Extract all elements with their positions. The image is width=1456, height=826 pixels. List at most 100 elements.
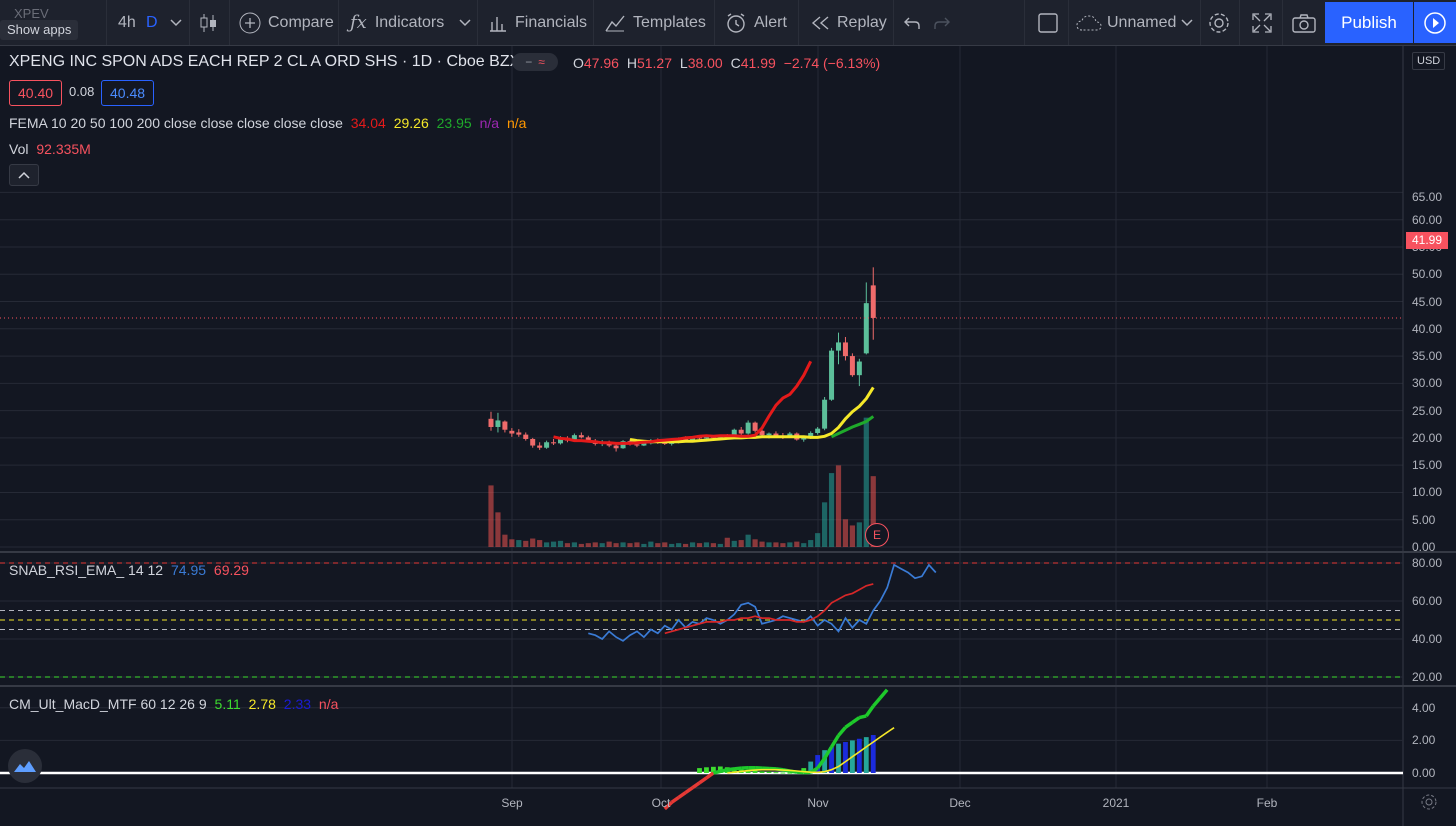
candle-body xyxy=(523,434,529,439)
symbol-search[interactable]: XPEV xyxy=(14,6,49,21)
macd-value-2: 2.78 xyxy=(248,696,276,712)
volume-bar xyxy=(808,540,814,547)
function-icon: ƒx xyxy=(350,12,367,33)
macd-value-1: 5.11 xyxy=(214,696,241,712)
play-icon[interactable] xyxy=(1414,2,1456,43)
fema-value-4: n/a xyxy=(479,115,500,131)
macd-histogram-bar xyxy=(711,766,716,773)
chart-canvas[interactable] xyxy=(0,46,1456,826)
toolbar-divider xyxy=(1024,0,1025,45)
volume-bar xyxy=(794,541,800,547)
time-axis-label: 2021 xyxy=(1102,796,1130,810)
tradingview-logo-icon[interactable] xyxy=(8,749,42,783)
indicators-button[interactable]: ƒx Indicators xyxy=(350,0,444,45)
plot-background xyxy=(0,46,1403,788)
price-axis-label: 35.00 xyxy=(1412,349,1443,364)
replay-button[interactable]: Replay xyxy=(810,0,887,45)
volume-bar xyxy=(516,540,522,547)
macd-value-3: 2.33 xyxy=(283,696,312,712)
open-value: 47.96 xyxy=(583,55,619,71)
macd-histogram-bar xyxy=(808,761,814,773)
volume-bar xyxy=(842,519,849,547)
interval-4h-button[interactable]: 4h xyxy=(118,13,136,31)
buy-price-button[interactable]: 40.48 xyxy=(101,80,155,106)
current-price-label: 41.99 xyxy=(1406,232,1448,249)
financials-label: Financials xyxy=(515,13,588,31)
layout-dropdown-chevron-icon[interactable] xyxy=(1181,0,1193,45)
macd-line-segment xyxy=(837,726,847,737)
volume-bar xyxy=(717,543,723,547)
toolbar-divider xyxy=(798,0,799,45)
fema-value-3: 23.95 xyxy=(436,115,472,131)
price-axis-label: 0.00 xyxy=(1412,540,1436,554)
volume-bar xyxy=(495,512,501,547)
volume-bar xyxy=(724,537,730,547)
redo-icon[interactable] xyxy=(933,0,951,45)
macd-line-segment xyxy=(719,768,728,774)
candle-body xyxy=(836,342,841,351)
candle-body xyxy=(544,442,550,448)
replay-label: Replay xyxy=(837,13,887,31)
compare-button[interactable]: Compare xyxy=(239,0,334,45)
volume-bar xyxy=(696,543,703,547)
volume-bar xyxy=(870,476,876,547)
currency-label[interactable]: USD xyxy=(1412,52,1446,70)
publish-button[interactable]: Publish xyxy=(1325,2,1413,43)
time-axis-label: Oct xyxy=(651,796,671,810)
volume-legend[interactable]: Vol 92.335M xyxy=(9,141,95,157)
low-value: 38.00 xyxy=(687,55,723,71)
volume-bar xyxy=(509,539,515,547)
macd-legend[interactable]: CM_Ult_MacD_MTF 60 12 26 9 5.11 2.78 2.3… xyxy=(9,696,342,712)
templates-button[interactable]: Templates xyxy=(604,0,706,45)
candle-body xyxy=(502,421,508,430)
candle-body xyxy=(703,436,709,439)
macd-line-segment xyxy=(734,766,742,771)
candle-body xyxy=(752,422,758,431)
fullscreen-square-icon[interactable] xyxy=(1038,0,1058,45)
cloud-icon xyxy=(1076,14,1102,30)
interval-d-button[interactable]: D xyxy=(146,13,158,31)
fema-label: FEMA 10 20 50 100 200 close close close … xyxy=(9,115,343,131)
fema-legend[interactable]: FEMA 10 20 50 100 200 close close close … xyxy=(9,115,530,131)
volume-bar xyxy=(655,543,661,547)
time-axis-label: Dec xyxy=(949,796,971,810)
interval-dropdown-chevron-icon[interactable] xyxy=(170,0,182,45)
show-apps-tooltip[interactable]: Show apps xyxy=(0,20,79,40)
macd-histogram-bar xyxy=(863,737,869,773)
chart-settings-gear-icon[interactable] xyxy=(1420,793,1438,816)
rsi-ema-line xyxy=(664,583,874,635)
macd-line-segment xyxy=(670,796,680,804)
candles-chart-type-icon[interactable] xyxy=(199,0,219,45)
candle-body xyxy=(641,443,647,446)
macd-line-segment xyxy=(663,801,673,811)
sell-price-button[interactable]: 40.40 xyxy=(9,80,63,106)
price-axis-label: 50.00 xyxy=(1412,267,1443,282)
volume-bar xyxy=(822,502,828,547)
candle-body xyxy=(683,438,689,441)
undo-icon[interactable] xyxy=(903,0,921,45)
macd-axis-label: 2.00 xyxy=(1412,733,1436,748)
compare-symbol-icon[interactable]: − ≈ xyxy=(512,53,558,71)
fullscreen-expand-icon[interactable] xyxy=(1252,0,1272,45)
rsi-value: 74.95 xyxy=(170,562,207,578)
layout-name-button[interactable]: Unnamed xyxy=(1076,0,1176,45)
macd-line-segment xyxy=(871,696,882,708)
candle-body xyxy=(766,433,772,436)
camera-snapshot-icon[interactable] xyxy=(1292,0,1316,45)
high-value: 51.27 xyxy=(636,55,672,71)
macd-value-4: n/a xyxy=(318,696,339,712)
alert-button[interactable]: Alert xyxy=(725,0,787,45)
macd-histogram-bar xyxy=(697,768,702,773)
rewind-icon xyxy=(811,15,829,30)
chart-area[interactable]: XPENG INC SPON ADS EACH REP 2 CL A ORD S… xyxy=(0,46,1456,826)
toolbar-divider xyxy=(1200,0,1201,45)
symbol-title[interactable]: XPENG INC SPON ADS EACH REP 2 CL A ORD S… xyxy=(9,53,521,70)
indicators-dropdown-chevron-icon[interactable] xyxy=(459,0,471,45)
volume-bar xyxy=(662,542,668,547)
rsi-legend[interactable]: SNAB_RSI_EMA_ 14 12 74.95 69.29 xyxy=(9,562,253,578)
settings-gear-icon[interactable] xyxy=(1208,0,1230,45)
financials-button[interactable]: Financials xyxy=(488,0,587,45)
earnings-marker[interactable]: E xyxy=(865,523,889,547)
collapse-legend-chevron-up-icon[interactable] xyxy=(9,164,39,186)
macd-histogram-bar xyxy=(787,772,793,774)
